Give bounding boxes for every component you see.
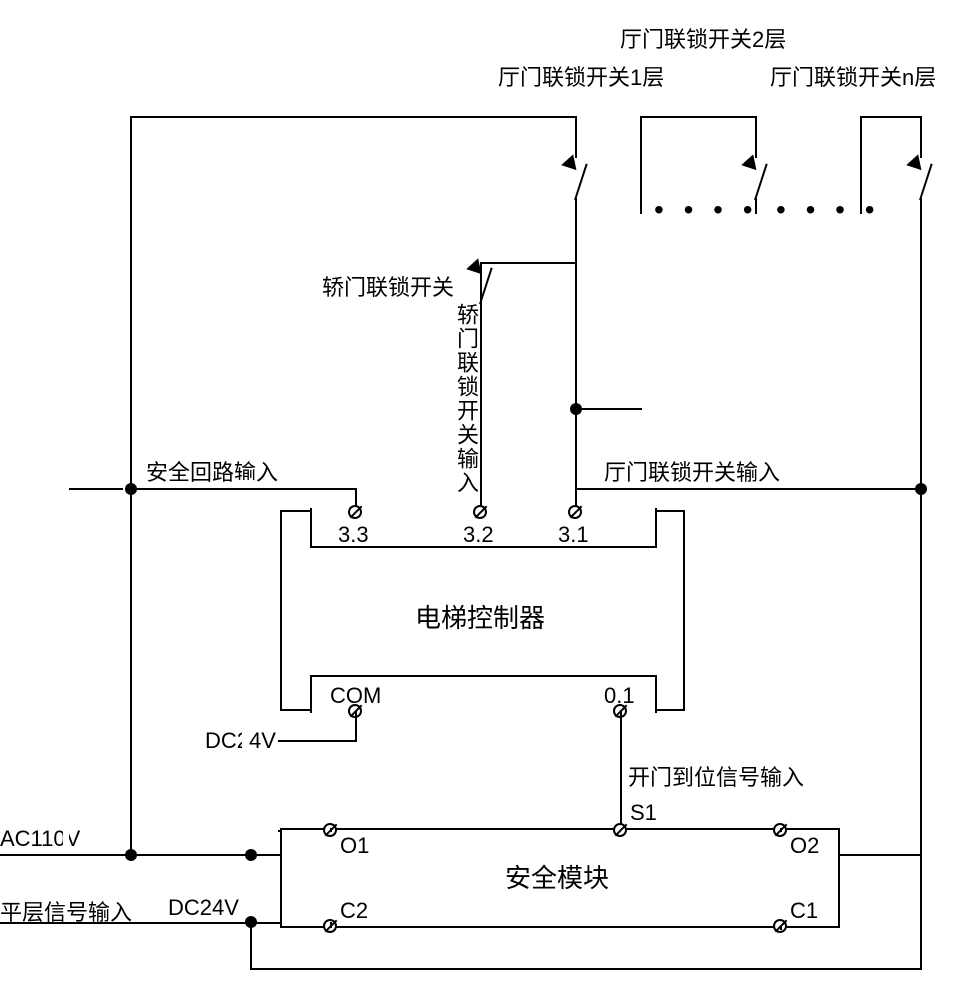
wire-right-rail	[920, 198, 922, 917]
wire-hall-input-right	[575, 488, 922, 490]
wire-leveling2	[0, 922, 282, 924]
hall-door-switch-1f	[572, 158, 612, 198]
node-car-hall-join	[570, 403, 582, 415]
ctrl-bracket-tr	[655, 508, 657, 548]
node-level2	[245, 916, 257, 928]
pin-label-o1: O1	[340, 833, 369, 859]
label-hall-door-input: 厅门联锁开关输入	[604, 455, 780, 487]
pin-label-com: COM	[330, 683, 381, 709]
noop6	[250, 854, 252, 856]
label-hall-switch-nf: 厅门联锁开关n层	[770, 60, 936, 92]
wire-sw2-top	[640, 116, 755, 118]
label-dc24v-bottom: DC24V	[168, 895, 239, 921]
wire-ac110v2	[0, 854, 282, 856]
pin-label-o2: O2	[790, 833, 819, 859]
label-dc24v-top: DC24V	[205, 728, 276, 754]
wire-hall-join	[575, 408, 642, 410]
wire-bottom2	[250, 968, 922, 970]
node-hall-input-right	[915, 483, 927, 495]
hall-door-switch-nf	[917, 158, 957, 198]
wire-safety-final	[130, 488, 355, 490]
pin-label-c1: C1	[790, 898, 818, 924]
pin-label-31: 3.1	[558, 522, 589, 548]
wire-spacer1	[640, 408, 642, 410]
erase-extra-v	[242, 486, 248, 858]
terminal-3.3	[348, 505, 362, 519]
wire-swn-left	[860, 116, 862, 214]
node-sl-final	[125, 483, 137, 495]
ctrl-bracket-bh	[310, 675, 657, 677]
dots-right: • • • •	[776, 194, 881, 226]
label-safety-module: 安全模块	[505, 858, 609, 895]
terminal-3.1	[568, 505, 582, 519]
node-ac-final	[125, 849, 137, 861]
wire-right-bottom	[920, 917, 922, 969]
stub-c2	[330, 922, 332, 928]
wire-sw2-right-top	[755, 116, 757, 158]
ctrl-bracket-tl	[310, 508, 312, 548]
label-safety-loop-input: 安全回路输入	[146, 455, 278, 487]
wire-o2-right	[838, 854, 922, 856]
ctrl-bracket-bl	[310, 675, 312, 713]
label-door-open-signal: 开门到位信号输入	[628, 760, 804, 792]
wire-top-final	[130, 116, 577, 118]
stub-o1	[330, 828, 332, 832]
wire-sw1-bottom	[575, 198, 577, 408]
noop5	[278, 830, 282, 832]
pin-label-s1: S1	[630, 800, 657, 826]
wire-01-to-s1	[620, 711, 622, 830]
wire-sw2-left	[640, 116, 642, 214]
car-door-switch	[477, 262, 517, 302]
wire-swn-right-top	[920, 116, 922, 158]
wire-c2-down2	[250, 922, 252, 970]
wire-dc24v-com	[278, 740, 357, 742]
erase-old-leftrail	[63, 114, 69, 874]
dots-left: • • • •	[654, 194, 759, 226]
pin-label-33: 3.3	[338, 522, 369, 548]
label-car-door-input: 轿门联锁开关输入	[450, 303, 482, 495]
stub-c1	[780, 926, 782, 930]
wire-sw1-top	[575, 116, 577, 158]
terminal-s1	[613, 823, 627, 837]
ctrl-bracket-br	[655, 675, 657, 713]
wire-blockleft-hide	[280, 828, 282, 856]
pin-label-32: 3.2	[463, 522, 494, 548]
pin-label-c2: C2	[340, 898, 368, 924]
wire-hall-down	[575, 408, 577, 512]
pin-label-01: 0.1	[604, 683, 635, 709]
terminal-3.2	[473, 505, 487, 519]
label-elevator-controller: 电梯控制器	[415, 598, 545, 635]
wire-car-to-sw1	[480, 262, 577, 264]
label-hall-switch-2f: 厅门联锁开关2层	[620, 22, 786, 54]
label-hall-switch-1f: 厅门联锁开关1层	[498, 60, 664, 92]
wire-swn-top	[860, 116, 922, 118]
wire-com-down	[355, 711, 357, 741]
stub-o2	[780, 828, 782, 832]
label-car-door-switch: 轿门联锁开关	[322, 270, 454, 302]
hall-door-switch-2f	[752, 158, 792, 198]
